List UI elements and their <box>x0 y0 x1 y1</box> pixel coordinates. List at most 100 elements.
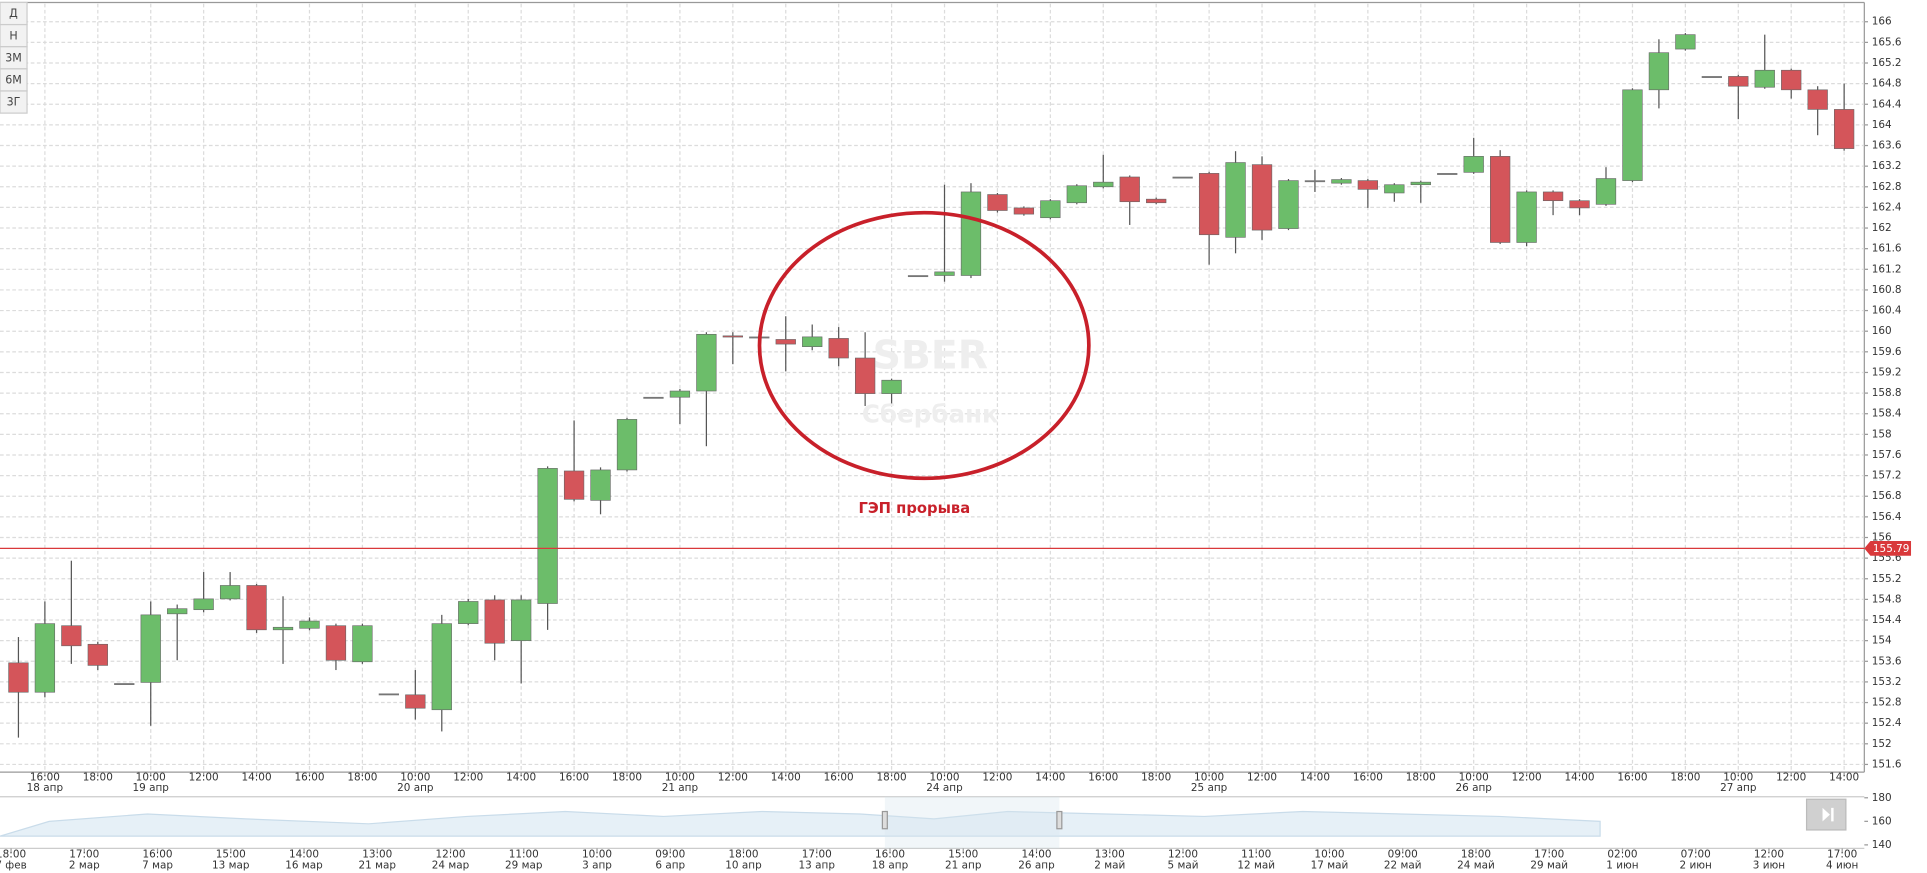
navigator-handle[interactable] <box>1056 810 1063 830</box>
y-tick-label: 161.2 <box>1872 263 1902 275</box>
y-tick-label: 159.6 <box>1872 346 1902 358</box>
navigator-time-label: 16:00 <box>875 849 905 861</box>
x-tick-label: 10:00 <box>136 772 166 784</box>
y-tick-label: 158 <box>1872 428 1892 440</box>
candle-body <box>828 338 849 359</box>
navigator-time-label: 18:00 <box>0 849 26 861</box>
navigator-date-label: 13 апр <box>799 860 836 872</box>
navigator-date-label: 18 апр <box>872 860 909 872</box>
candle-body <box>1119 176 1140 203</box>
navigator-area <box>0 810 1601 837</box>
x-tick-label: 10:00 <box>1194 772 1224 784</box>
y-tick-label: 155.2 <box>1872 573 1902 585</box>
y-tick-label: 166 <box>1872 16 1892 28</box>
navigator-date-label: 16 мар <box>285 860 323 872</box>
candle-body <box>1781 69 1802 91</box>
navigator-time-label: 18:00 <box>728 849 758 861</box>
navigator-time-label: 02:00 <box>1607 849 1637 861</box>
candle-body <box>325 625 347 661</box>
navigator-time-label: 12:00 <box>1754 849 1784 861</box>
navigator-time-label: 17:00 <box>69 849 99 861</box>
navigator-handle[interactable] <box>881 810 888 830</box>
candle-body <box>907 275 929 278</box>
candle-body <box>722 335 743 338</box>
y-tick-label: 157.2 <box>1872 470 1902 482</box>
candle-body <box>272 626 294 631</box>
navigator-date-label: 2 июн <box>1680 860 1712 872</box>
navigator-time-label: 17:00 <box>1534 849 1564 861</box>
x-tick-label: 14:00 <box>1564 772 1594 784</box>
candle-body <box>1304 180 1326 183</box>
range-button[interactable]: Н <box>0 23 28 48</box>
range-button[interactable]: 3Г <box>0 90 28 114</box>
navigator-time-label: 15:00 <box>948 849 978 861</box>
navigator-date-label: 4 июн <box>1826 860 1858 872</box>
candle-body <box>87 643 108 666</box>
x-tick-label: 12:00 <box>1247 772 1277 784</box>
navigator-time-label: 09:00 <box>1388 849 1418 861</box>
x-tick-label: 14:00 <box>771 772 801 784</box>
candle-body <box>881 379 902 394</box>
navigator-time-label: 15:00 <box>216 849 246 861</box>
x-tick-label: 10:00 <box>1459 772 1489 784</box>
y-tick-label: 164.4 <box>1872 98 1902 110</box>
navigator-date-label: 3 апр <box>582 860 612 872</box>
range-button-label[interactable]: 3М <box>5 51 22 64</box>
candle-body <box>1040 200 1061 219</box>
x-date-label: 25 апр <box>1191 782 1228 794</box>
x-tick-label: 14:00 <box>1829 772 1859 784</box>
candle-body <box>484 599 505 644</box>
y-tick-label: 160.8 <box>1872 284 1902 296</box>
x-date-label: 27 апр <box>1720 782 1757 794</box>
y-tick-label: 156 <box>1872 532 1892 544</box>
range-button-label[interactable]: 3Г <box>7 96 21 109</box>
navigator-time-label: 11:00 <box>509 849 539 861</box>
y-tick-label: 162.8 <box>1872 181 1902 193</box>
navigator-date-label: 5 май <box>1167 860 1198 872</box>
y-tick-label: 158.4 <box>1872 408 1902 420</box>
navigator-date-label: 12 май <box>1237 860 1275 872</box>
candle-body <box>1754 69 1775 88</box>
range-button[interactable]: 3М <box>0 46 28 70</box>
candle-body <box>352 625 373 663</box>
watermark: Сбербанк <box>862 400 999 429</box>
range-button-label[interactable]: 6М <box>5 74 22 87</box>
y-tick-label: 153.6 <box>1872 655 1902 667</box>
x-tick-label: 12:00 <box>982 772 1012 784</box>
candle-body <box>537 468 558 604</box>
candle-body <box>590 469 611 501</box>
navigator-time-label: 09:00 <box>655 849 685 861</box>
navigator-date-label: 3 июн <box>1753 860 1785 872</box>
candle-body <box>405 694 426 709</box>
candle-body <box>431 623 452 711</box>
navigator-window[interactable] <box>884 796 1060 849</box>
navigator-time-label: 17:00 <box>802 849 832 861</box>
candle-body <box>1172 176 1193 179</box>
range-button[interactable]: 6М <box>0 68 28 92</box>
candle-body <box>1437 173 1458 175</box>
candle-body <box>61 625 82 647</box>
y-tick-label: 161.6 <box>1872 243 1902 255</box>
navigator-time-label: 12:00 <box>1168 849 1198 861</box>
y-tick-label: 163.6 <box>1872 140 1902 152</box>
candle-body <box>34 623 56 693</box>
range-button[interactable]: Д <box>0 1 28 26</box>
candle-body <box>1701 76 1722 78</box>
range-buttons: ДН 3М 6М 3Г <box>0 1 28 114</box>
candle-body <box>1516 191 1537 243</box>
range-button-box[interactable] <box>0 90 28 114</box>
x-tick-label: 14:00 <box>1035 772 1065 784</box>
candle-body <box>1251 164 1273 231</box>
y-tick-label: 154.4 <box>1872 614 1902 626</box>
x-date-label: 26 апр <box>1455 782 1492 794</box>
y-tick-label: 156.8 <box>1872 490 1902 502</box>
navigator-time-label: 10:00 <box>1314 849 1344 861</box>
candles <box>0 33 1865 738</box>
range-button-label[interactable]: Н <box>9 29 17 42</box>
range-button-label[interactable]: Д <box>9 7 18 20</box>
candle-body <box>1331 179 1352 184</box>
candle-body <box>775 339 796 345</box>
candle-body <box>1357 180 1379 190</box>
